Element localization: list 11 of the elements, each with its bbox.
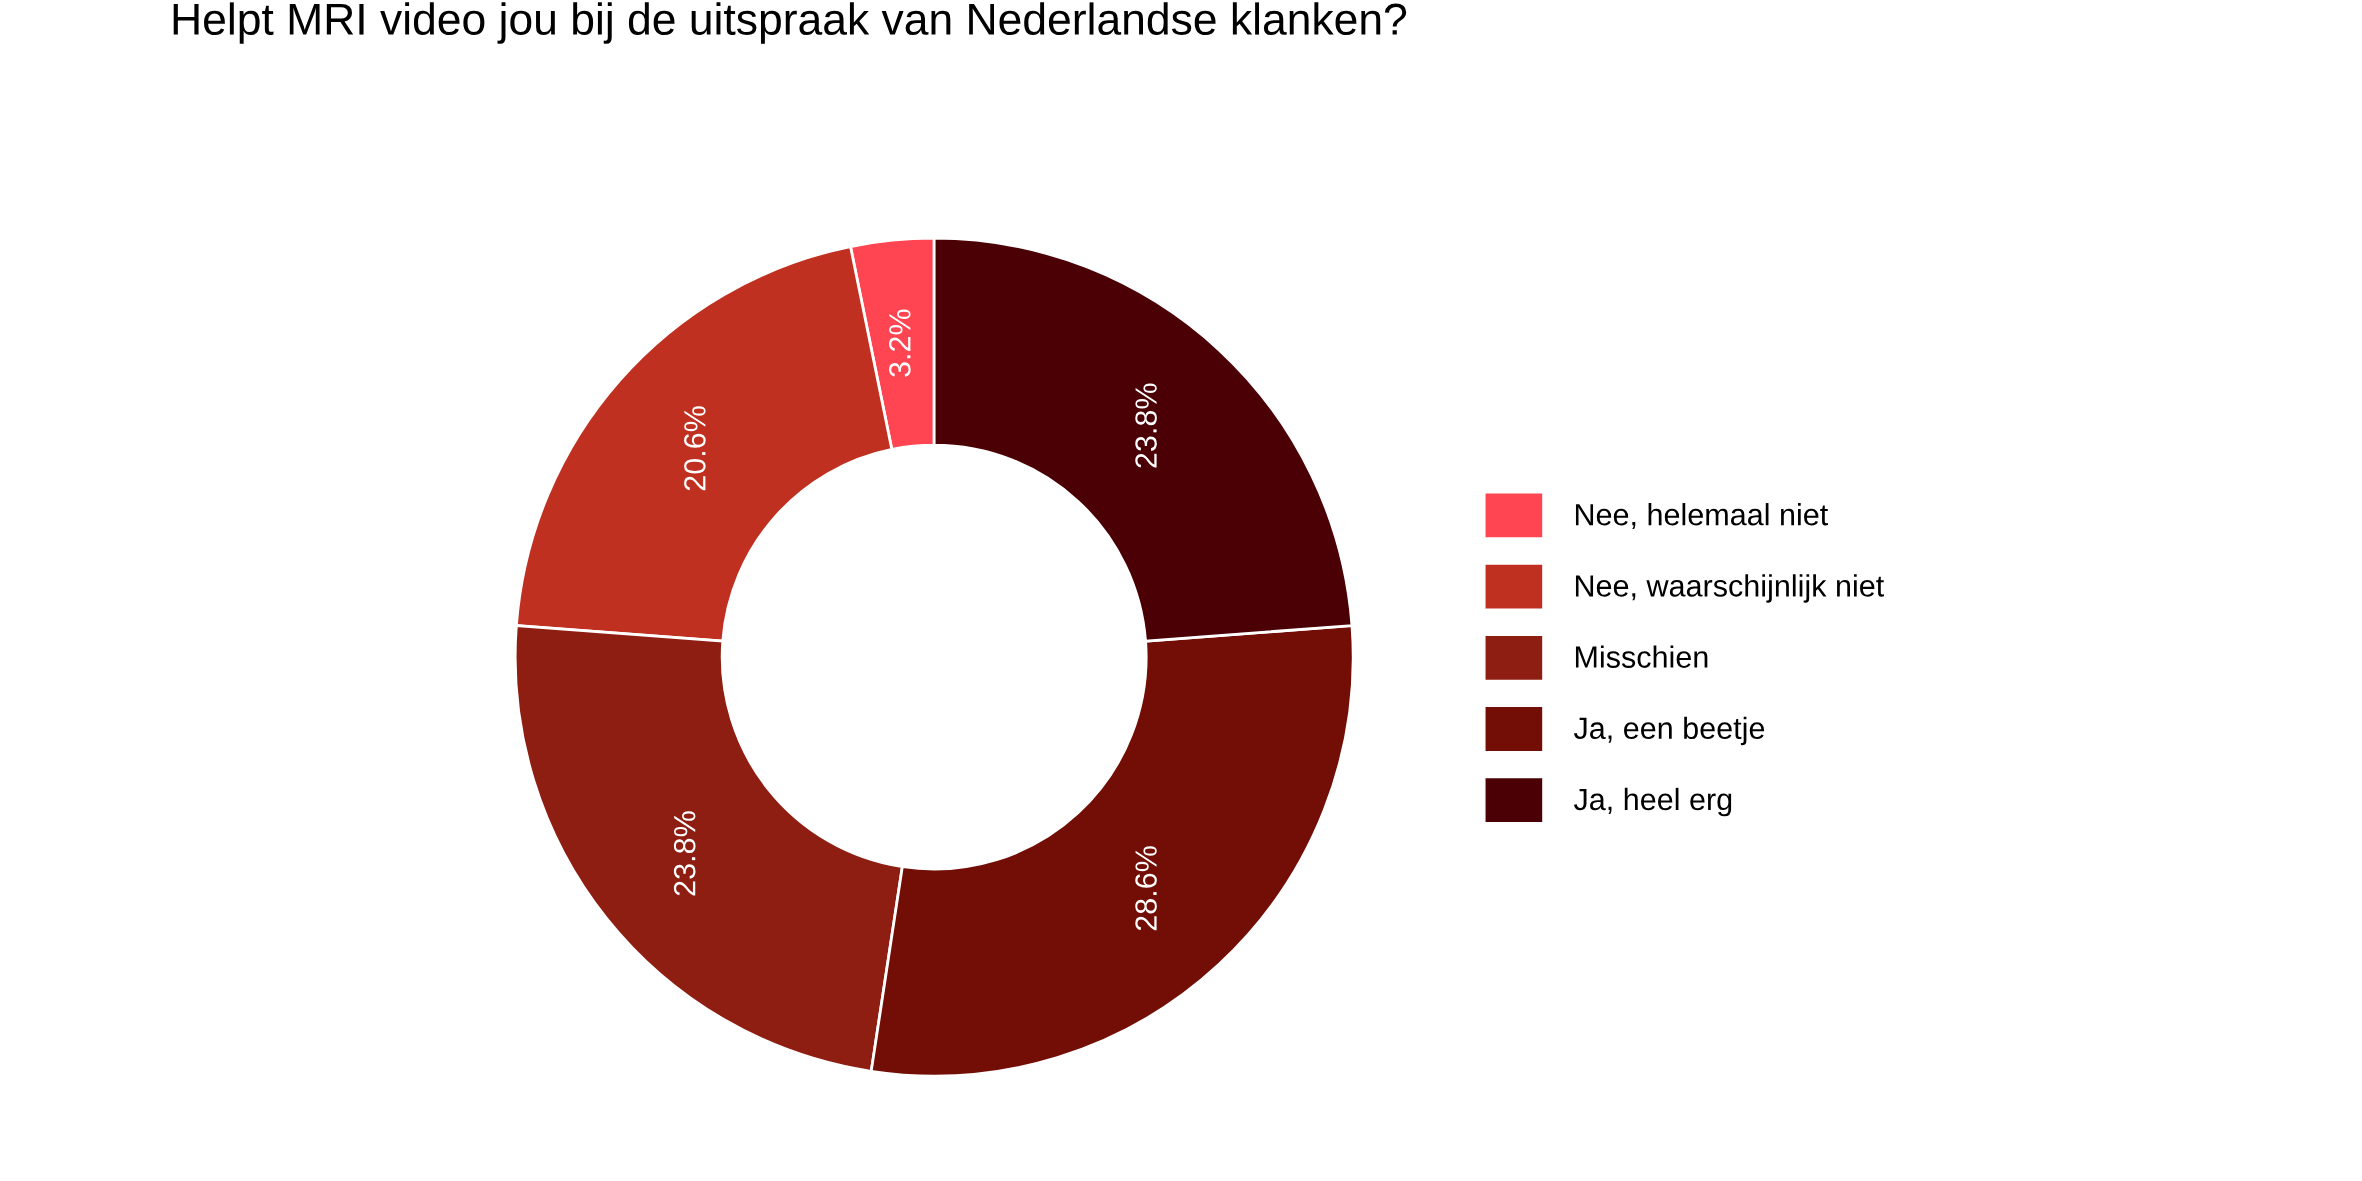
chart-title: Helpt MRI video jou bij de uitspraak van Nederlandse klanken? <box>173 2 1407 44</box>
data-label: 23.8% <box>1135 383 1157 468</box>
legend-label: Nee, helemaal niet <box>1575 503 1829 530</box>
data-label: 23.8% <box>673 811 696 896</box>
data-label: 20.6% <box>684 406 706 491</box>
legend-label: Ja, een beetje <box>1573 716 1765 746</box>
legend-label: Misschien <box>1575 645 1708 668</box>
legend-label: Ja, heel erg <box>1573 787 1732 817</box>
legend-label: Nee, waarschijnlijk niet <box>1575 574 1885 603</box>
data-label: 3.2% <box>889 309 911 377</box>
data-label: 28.6% <box>1135 846 1157 931</box>
